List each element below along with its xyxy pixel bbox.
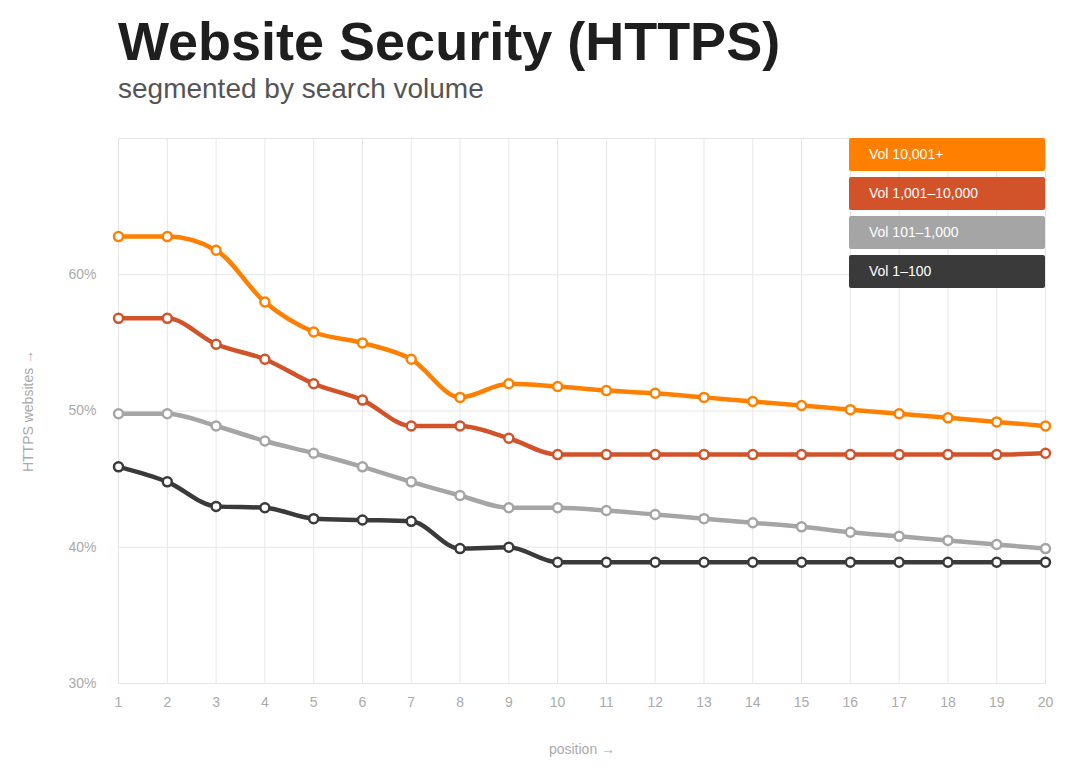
svg-text:15: 15 xyxy=(794,694,810,710)
svg-text:12: 12 xyxy=(647,694,663,710)
html-text:Vol 1,001–10,000: Vol 1,001–10,000 xyxy=(869,185,978,201)
svg-text:19: 19 xyxy=(989,694,1005,710)
svg-text:16: 16 xyxy=(843,694,859,710)
svg-text:30%: 30% xyxy=(68,675,96,691)
svg-text:50%: 50% xyxy=(68,402,96,418)
svg-text:20: 20 xyxy=(1038,694,1054,710)
html-text:Vol 101–1,000: Vol 101–1,000 xyxy=(869,224,959,240)
html-text:Vol 10,001+: Vol 10,001+ xyxy=(869,146,944,162)
svg-text:14: 14 xyxy=(745,694,761,710)
svg-text:7: 7 xyxy=(407,694,415,710)
svg-text:11: 11 xyxy=(599,694,614,710)
html-text:Website Security (HTTPS): Website Security (HTTPS) xyxy=(118,11,781,71)
svg-text:13: 13 xyxy=(696,694,712,710)
html-text:segmented by search volume: segmented by search volume xyxy=(118,73,484,104)
svg-text:position →: position → xyxy=(549,741,615,757)
svg-text:18: 18 xyxy=(940,694,956,710)
svg-text:60%: 60% xyxy=(68,266,96,282)
svg-text:6: 6 xyxy=(359,694,367,710)
svg-text:40%: 40% xyxy=(68,539,96,555)
svg-text:HTTPS websites →: HTTPS websites → xyxy=(20,350,36,472)
html-text:Vol 1–100: Vol 1–100 xyxy=(869,263,932,279)
svg-text:1: 1 xyxy=(115,694,123,710)
svg-text:2: 2 xyxy=(163,694,171,710)
svg-text:8: 8 xyxy=(456,694,464,710)
svg-text:10: 10 xyxy=(550,694,566,710)
svg-text:4: 4 xyxy=(261,694,269,710)
svg-text:3: 3 xyxy=(212,694,220,710)
svg-text:17: 17 xyxy=(891,694,907,710)
svg-text:9: 9 xyxy=(505,694,513,710)
svg-text:5: 5 xyxy=(310,694,318,710)
